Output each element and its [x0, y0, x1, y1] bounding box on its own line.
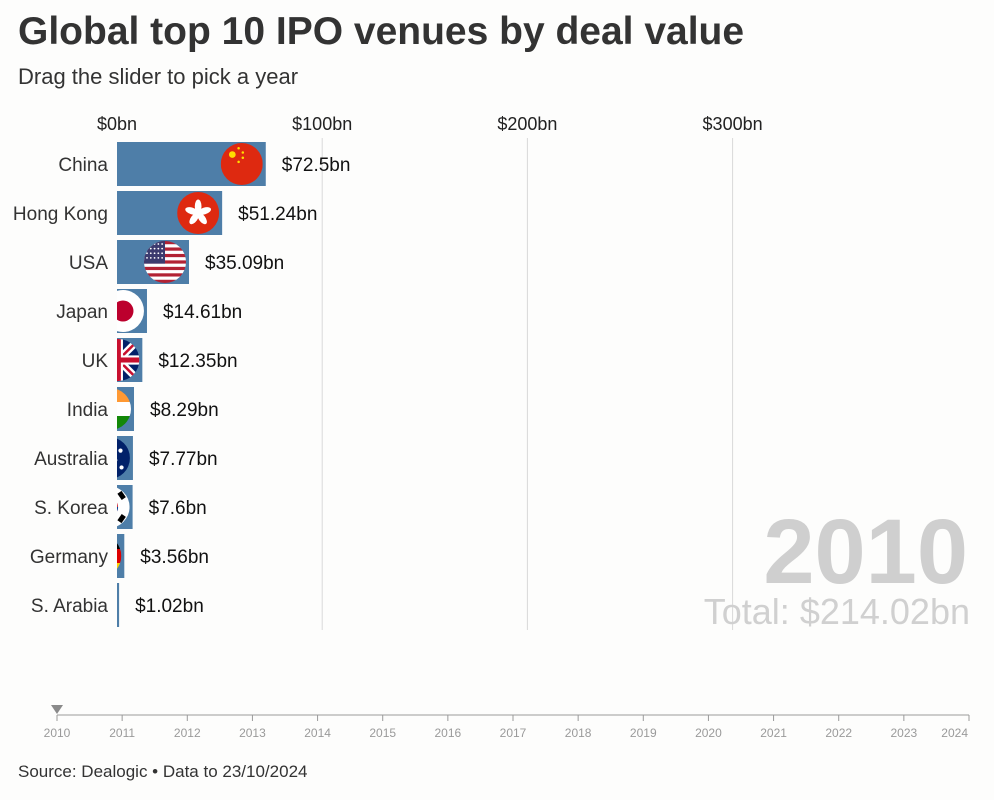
value-label: $7.77bn — [149, 449, 218, 470]
category-label: Australia — [34, 449, 108, 470]
value-label: $51.24bn — [238, 204, 317, 225]
value-label: $14.61bn — [163, 302, 242, 323]
year-slider-label[interactable]: 2015 — [369, 726, 396, 740]
x-tick-label: $200bn — [497, 114, 557, 134]
year-slider-handle[interactable] — [51, 705, 63, 714]
category-label: UK — [82, 351, 109, 372]
india-flag-icon — [117, 388, 132, 430]
south-korea-flag-icon — [117, 486, 130, 528]
category-label: China — [58, 155, 108, 176]
x-tick-label: $300bn — [703, 114, 763, 134]
value-label: $3.56bn — [140, 547, 209, 568]
japan-flag-icon — [117, 290, 144, 332]
source-note: Source: Dealogic • Data to 23/10/2024 — [18, 762, 308, 781]
year-watermark: 2010 — [763, 501, 968, 603]
x-tick-label: $100bn — [292, 114, 352, 134]
value-label: $12.35bn — [158, 351, 237, 372]
category-label: Germany — [30, 547, 109, 568]
total-value-label: Total: $214.02bn — [704, 591, 970, 632]
category-label: USA — [69, 253, 108, 274]
value-label: $72.5bn — [282, 155, 351, 176]
category-label: Hong Kong — [13, 204, 108, 225]
year-slider-label[interactable]: 2023 — [891, 726, 918, 740]
value-label: $1.02bn — [135, 596, 204, 617]
year-slider-label[interactable]: 2018 — [565, 726, 592, 740]
year-slider-label[interactable]: 2017 — [500, 726, 527, 740]
usa-flag-icon — [144, 241, 187, 283]
year-slider-label[interactable]: 2021 — [760, 726, 787, 740]
value-label: $35.09bn — [205, 253, 284, 274]
year-slider-label[interactable]: 2022 — [825, 726, 852, 740]
year-slider-label[interactable]: 2014 — [304, 726, 331, 740]
category-label: S. Korea — [34, 498, 108, 519]
category-label: Japan — [56, 302, 108, 323]
x-tick-label: $0bn — [97, 114, 137, 134]
year-slider-label[interactable]: 2013 — [239, 726, 266, 740]
value-label: $7.6bn — [149, 498, 207, 519]
china-flag-icon — [220, 143, 263, 185]
uk-flag-icon — [117, 339, 140, 381]
year-slider-label[interactable]: 2019 — [630, 726, 657, 740]
value-label: $8.29bn — [150, 400, 219, 421]
category-label: India — [67, 400, 109, 421]
year-slider-label[interactable]: 2011 — [109, 726, 135, 740]
year-slider-label[interactable]: 2024 — [941, 726, 968, 740]
hong-kong-flag-icon — [177, 192, 220, 234]
chart-subtitle: Drag the slider to pick a year — [18, 64, 299, 89]
chart-title: Global top 10 IPO venues by deal value — [18, 10, 745, 53]
year-slider-label[interactable]: 2020 — [695, 726, 722, 740]
year-slider-label[interactable]: 2016 — [435, 726, 462, 740]
year-slider-label[interactable]: 2010 — [44, 726, 71, 740]
year-slider-label[interactable]: 2012 — [174, 726, 201, 740]
category-label: S. Arabia — [31, 596, 109, 617]
australia-flag-icon — [117, 437, 130, 479]
bar — [117, 583, 120, 627]
